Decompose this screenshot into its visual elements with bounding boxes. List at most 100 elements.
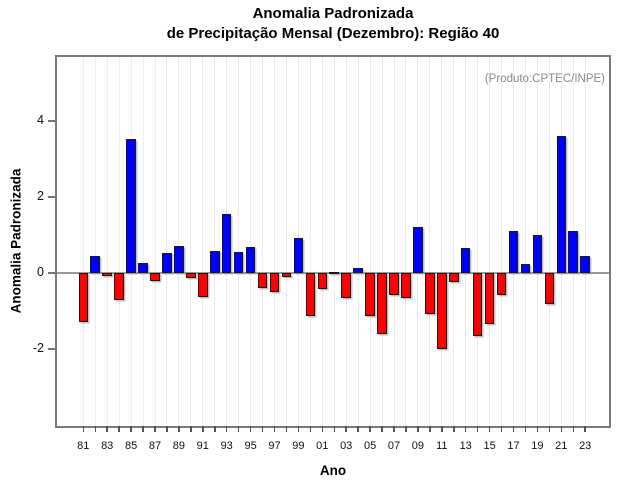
y-axis-tick <box>48 120 55 122</box>
gridline <box>357 57 359 426</box>
bar-83 <box>102 273 112 276</box>
bar-00 <box>305 273 316 316</box>
x-axis-tick <box>405 426 407 432</box>
source-annotation: (Produto:CPTEC/INPE) <box>484 73 605 85</box>
bar-96 <box>257 273 268 289</box>
x-axis-tick <box>94 426 96 432</box>
x-axis-tick <box>190 426 192 432</box>
bar-18 <box>520 264 531 273</box>
x-axis-tick <box>500 426 503 432</box>
x-axis-tick <box>393 426 395 432</box>
x-tick-label: 99 <box>292 440 305 452</box>
gridline <box>453 57 455 426</box>
gridline <box>118 57 120 426</box>
bar-12 <box>448 273 459 282</box>
gridline <box>106 57 108 426</box>
gridline <box>381 57 383 426</box>
chart-title: Anomalia Padronizada de Precipitação Men… <box>57 4 609 44</box>
x-axis-tick <box>225 426 228 432</box>
gridline <box>501 57 503 426</box>
y-tick-label: 2 <box>37 189 44 203</box>
gridline <box>250 57 252 426</box>
gridline <box>369 57 371 426</box>
gridline <box>285 57 287 426</box>
x-tick-label: 97 <box>268 440 281 452</box>
x-axis-tick <box>130 426 132 432</box>
bar-11 <box>437 273 447 349</box>
bar-09 <box>413 226 423 273</box>
x-tick-label: 81 <box>77 440 90 452</box>
x-tick-label: 89 <box>172 440 186 452</box>
x-axis-tick <box>273 426 276 432</box>
gridline <box>405 57 407 426</box>
y-axis-tick <box>48 196 55 198</box>
gridline <box>345 57 347 426</box>
gridline <box>393 57 395 426</box>
bar-86 <box>138 262 148 273</box>
bar-99 <box>293 238 304 273</box>
gridline <box>262 57 264 426</box>
bar-23 <box>580 256 590 273</box>
bar-08 <box>401 273 411 299</box>
bar-97 <box>269 273 280 293</box>
x-axis-tick <box>381 426 383 432</box>
bar-17 <box>508 230 519 273</box>
gridline <box>309 57 311 426</box>
y-axis-tick <box>48 272 55 274</box>
bar-85 <box>126 138 136 273</box>
y-tick-label: 4 <box>37 113 44 127</box>
bar-02 <box>329 271 340 274</box>
x-axis-tick <box>357 426 359 432</box>
x-axis-tick <box>369 426 371 432</box>
bar-20 <box>544 273 555 304</box>
gridline <box>142 57 144 426</box>
x-axis-tick <box>441 426 443 432</box>
x-axis-tick <box>202 426 204 432</box>
x-axis-tick <box>512 426 515 432</box>
bar-22 <box>568 230 579 273</box>
bar-14 <box>472 273 483 336</box>
x-tick-label: 87 <box>148 440 162 452</box>
bar-81 <box>78 273 89 323</box>
x-axis-tick <box>142 426 144 432</box>
x-axis-tick <box>166 426 168 432</box>
gridline <box>274 57 275 426</box>
x-axis-tick <box>560 426 563 432</box>
bar-19 <box>532 235 543 273</box>
bar-84 <box>114 273 124 300</box>
bar-93 <box>221 214 232 273</box>
x-tick-label: 93 <box>220 440 233 452</box>
x-axis-tick <box>345 426 347 432</box>
gridline <box>154 57 156 426</box>
x-tick-label: 23 <box>579 440 592 452</box>
bar-04 <box>353 268 363 273</box>
x-axis-tick <box>488 426 491 432</box>
gridline <box>524 57 526 426</box>
x-tick-label: 09 <box>411 440 425 452</box>
x-axis-tick <box>536 426 539 432</box>
gridline <box>584 57 586 426</box>
x-axis-tick <box>548 426 551 432</box>
gridline <box>333 57 335 426</box>
x-axis-tick <box>476 426 479 432</box>
x-tick-label: 19 <box>531 440 544 452</box>
bar-10 <box>425 273 435 315</box>
gridline <box>82 57 84 426</box>
x-axis-tick <box>154 426 156 432</box>
bar-03 <box>341 273 351 299</box>
bar-16 <box>496 273 507 296</box>
x-axis-tick <box>285 426 288 432</box>
bar-89 <box>174 245 184 273</box>
bar-92 <box>209 251 220 273</box>
bar-05 <box>365 273 375 316</box>
x-axis-tick <box>584 426 586 432</box>
gridline <box>429 57 431 426</box>
bar-95 <box>245 246 256 273</box>
plot-area <box>55 55 611 428</box>
x-axis-title: Ano <box>319 463 347 478</box>
x-tick-label: 13 <box>459 440 472 452</box>
x-tick-label: 05 <box>363 440 377 452</box>
gridline <box>477 57 479 426</box>
x-axis-tick <box>464 426 467 432</box>
